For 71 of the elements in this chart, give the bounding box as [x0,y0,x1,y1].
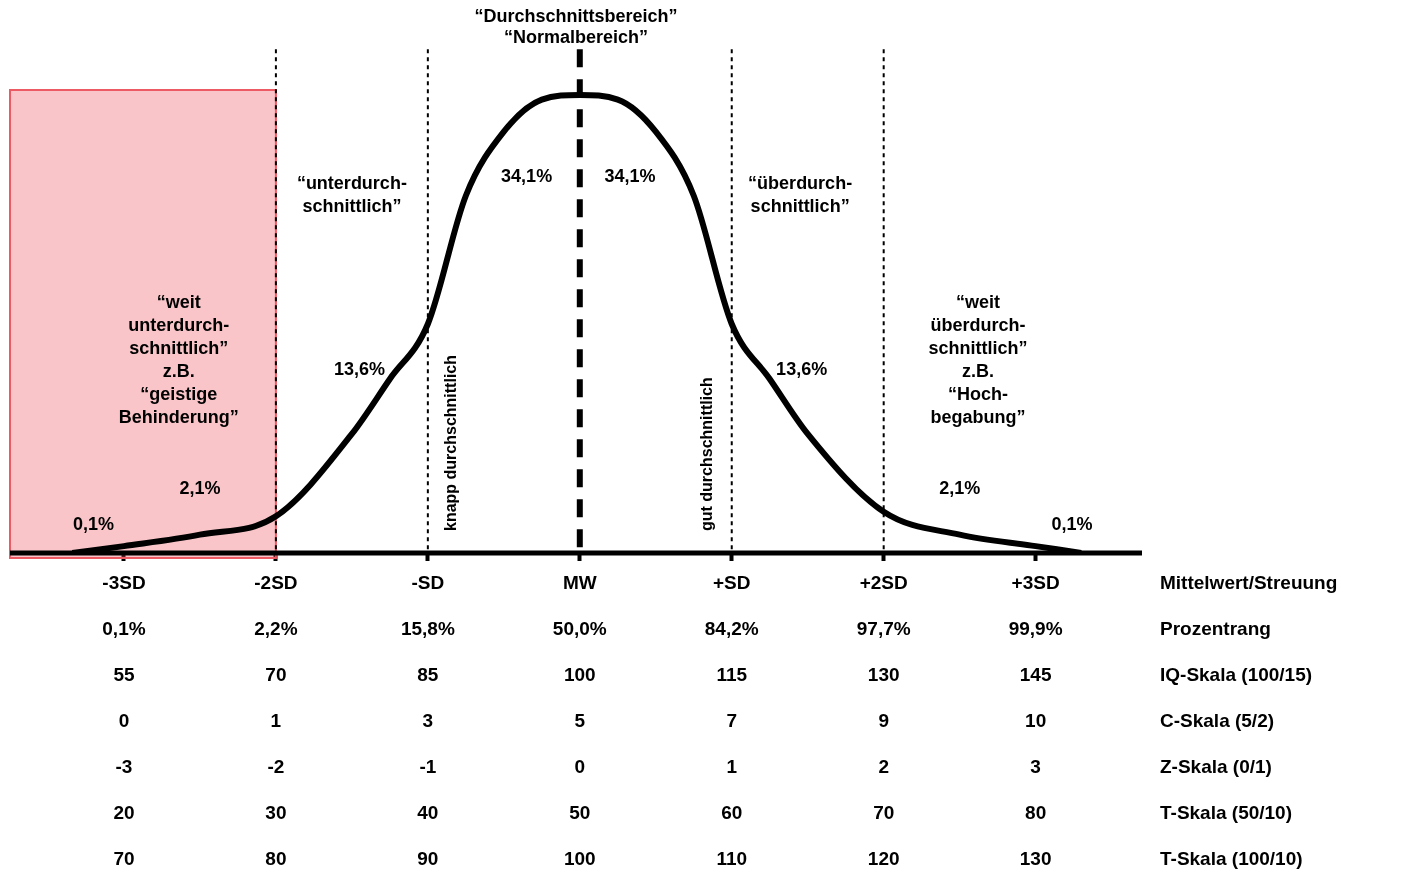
x-tick-label: +3SD [1011,572,1060,594]
annotation: 0,1% [73,514,115,535]
text: 0,1% [102,618,146,640]
x-axis-title: Mittelwert/Streuung [1160,572,1338,594]
x-tick-label: +SD [712,572,751,594]
annotation: 34,1% [501,166,553,187]
text: 70 [265,664,287,686]
text: 115 [716,664,748,686]
annotation: 2,1% [179,477,221,498]
text: 100 [563,848,596,870]
text: -3 [115,756,133,778]
text: 50 [569,802,591,824]
text: 1 [726,756,738,778]
text: 2 [878,756,889,778]
text: 40 [417,802,439,824]
text: 0 [118,710,130,732]
text: 20 [113,802,135,824]
text: 85 [417,664,439,686]
annotation: 2,1% [939,477,981,498]
text: 120 [867,848,900,870]
text: Prozentrang [1160,618,1271,640]
text: 7 [726,710,738,732]
text: 50,0% [552,618,607,640]
x-tick-label: -2SD [254,572,298,594]
text: 10 [1025,710,1047,732]
text: 0 [574,756,586,778]
text: 80 [1025,802,1047,824]
text: 60 [721,802,743,824]
text: 130 [867,664,900,686]
text: 55 [113,664,135,686]
text: 70 [873,802,895,824]
text: 80 [265,848,287,870]
text: 84,2% [704,618,759,640]
annotation: 13,6% [333,358,385,379]
text: 130 [1019,848,1052,870]
annotation: 13,6% [776,358,828,379]
ref-line-label: gut durchschnittlich [698,377,716,531]
text: 9 [878,710,889,732]
annotation: “überdurch- schnittlich” [748,173,853,217]
text: 110 [716,848,748,870]
chart-title: “Durchschnittsbereich” “Normalbereich” [474,5,678,48]
text: 30 [265,802,287,824]
text: T-Skala (50/10) [1160,802,1293,824]
annotation: “weit überdurch- schnittlich” z.B. “Hoch- begabung” [928,292,1028,428]
x-tick-label: +2SD [859,572,908,594]
ref-line-label: knapp durchschnittlich [442,354,460,531]
text: 3 [422,710,434,732]
text: 99,9% [1008,618,1063,640]
text: C-Skala (5/2) [1160,710,1275,732]
annotation: “weit unterdurch- schnittlich” z.B. “geistige Behinderung” [118,292,239,428]
text: Z-Skala (0/1) [1160,756,1272,778]
text: -2 [267,756,285,778]
annotation: 0,1% [1051,514,1093,535]
text: 5 [574,710,586,732]
text: 90 [417,848,439,870]
text: 145 [1019,664,1052,686]
annotation: 34,1% [604,166,656,187]
x-tick-label: -SD [411,572,445,594]
text: T-Skala (100/10) [1160,848,1303,870]
text: 100 [563,664,596,686]
x-tick-label: -3SD [102,572,146,594]
x-tick-label: MW [562,572,597,594]
text: 15,8% [400,618,455,640]
text: 97,7% [856,618,911,640]
text: 70 [113,848,135,870]
text: 1 [270,710,282,732]
annotation: “unterdurch- schnittlich” [296,173,407,217]
text: -1 [419,756,437,778]
text: 3 [1030,756,1041,778]
text: IQ-Skala (100/15) [1160,664,1313,686]
text: 2,2% [254,618,298,640]
